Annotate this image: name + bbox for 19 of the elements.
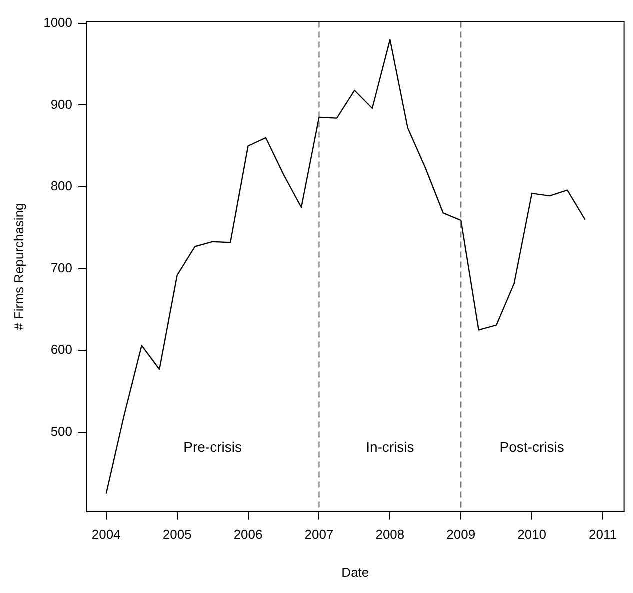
x-tick-label: 2007 <box>304 527 334 542</box>
x-tick-label: 2006 <box>234 527 263 542</box>
annotation: Post-crisis <box>500 438 564 455</box>
y-tick-label: 600 <box>50 342 73 358</box>
x-axis-title: Date <box>342 564 370 580</box>
y-tick-label: 900 <box>50 96 73 112</box>
x-tick-label: 2005 <box>162 527 192 542</box>
y-tick-label: 800 <box>50 178 73 194</box>
annotation: In-crisis <box>366 438 414 455</box>
x-tick-label: 2011 <box>589 527 618 542</box>
y-tick-label: 1000 <box>44 15 73 30</box>
y-tick-label: 500 <box>50 424 73 440</box>
y-tick-label: 700 <box>50 260 73 276</box>
x-tick-label: 2008 <box>376 527 405 542</box>
y-axis-title: # Firms Repurchasing <box>11 203 26 330</box>
annotation: Pre-crisis <box>184 438 242 455</box>
x-tick-label: 2009 <box>446 527 476 542</box>
x-tick-label: 2004 <box>92 527 121 542</box>
x-tick-label: 2010 <box>518 527 547 542</box>
